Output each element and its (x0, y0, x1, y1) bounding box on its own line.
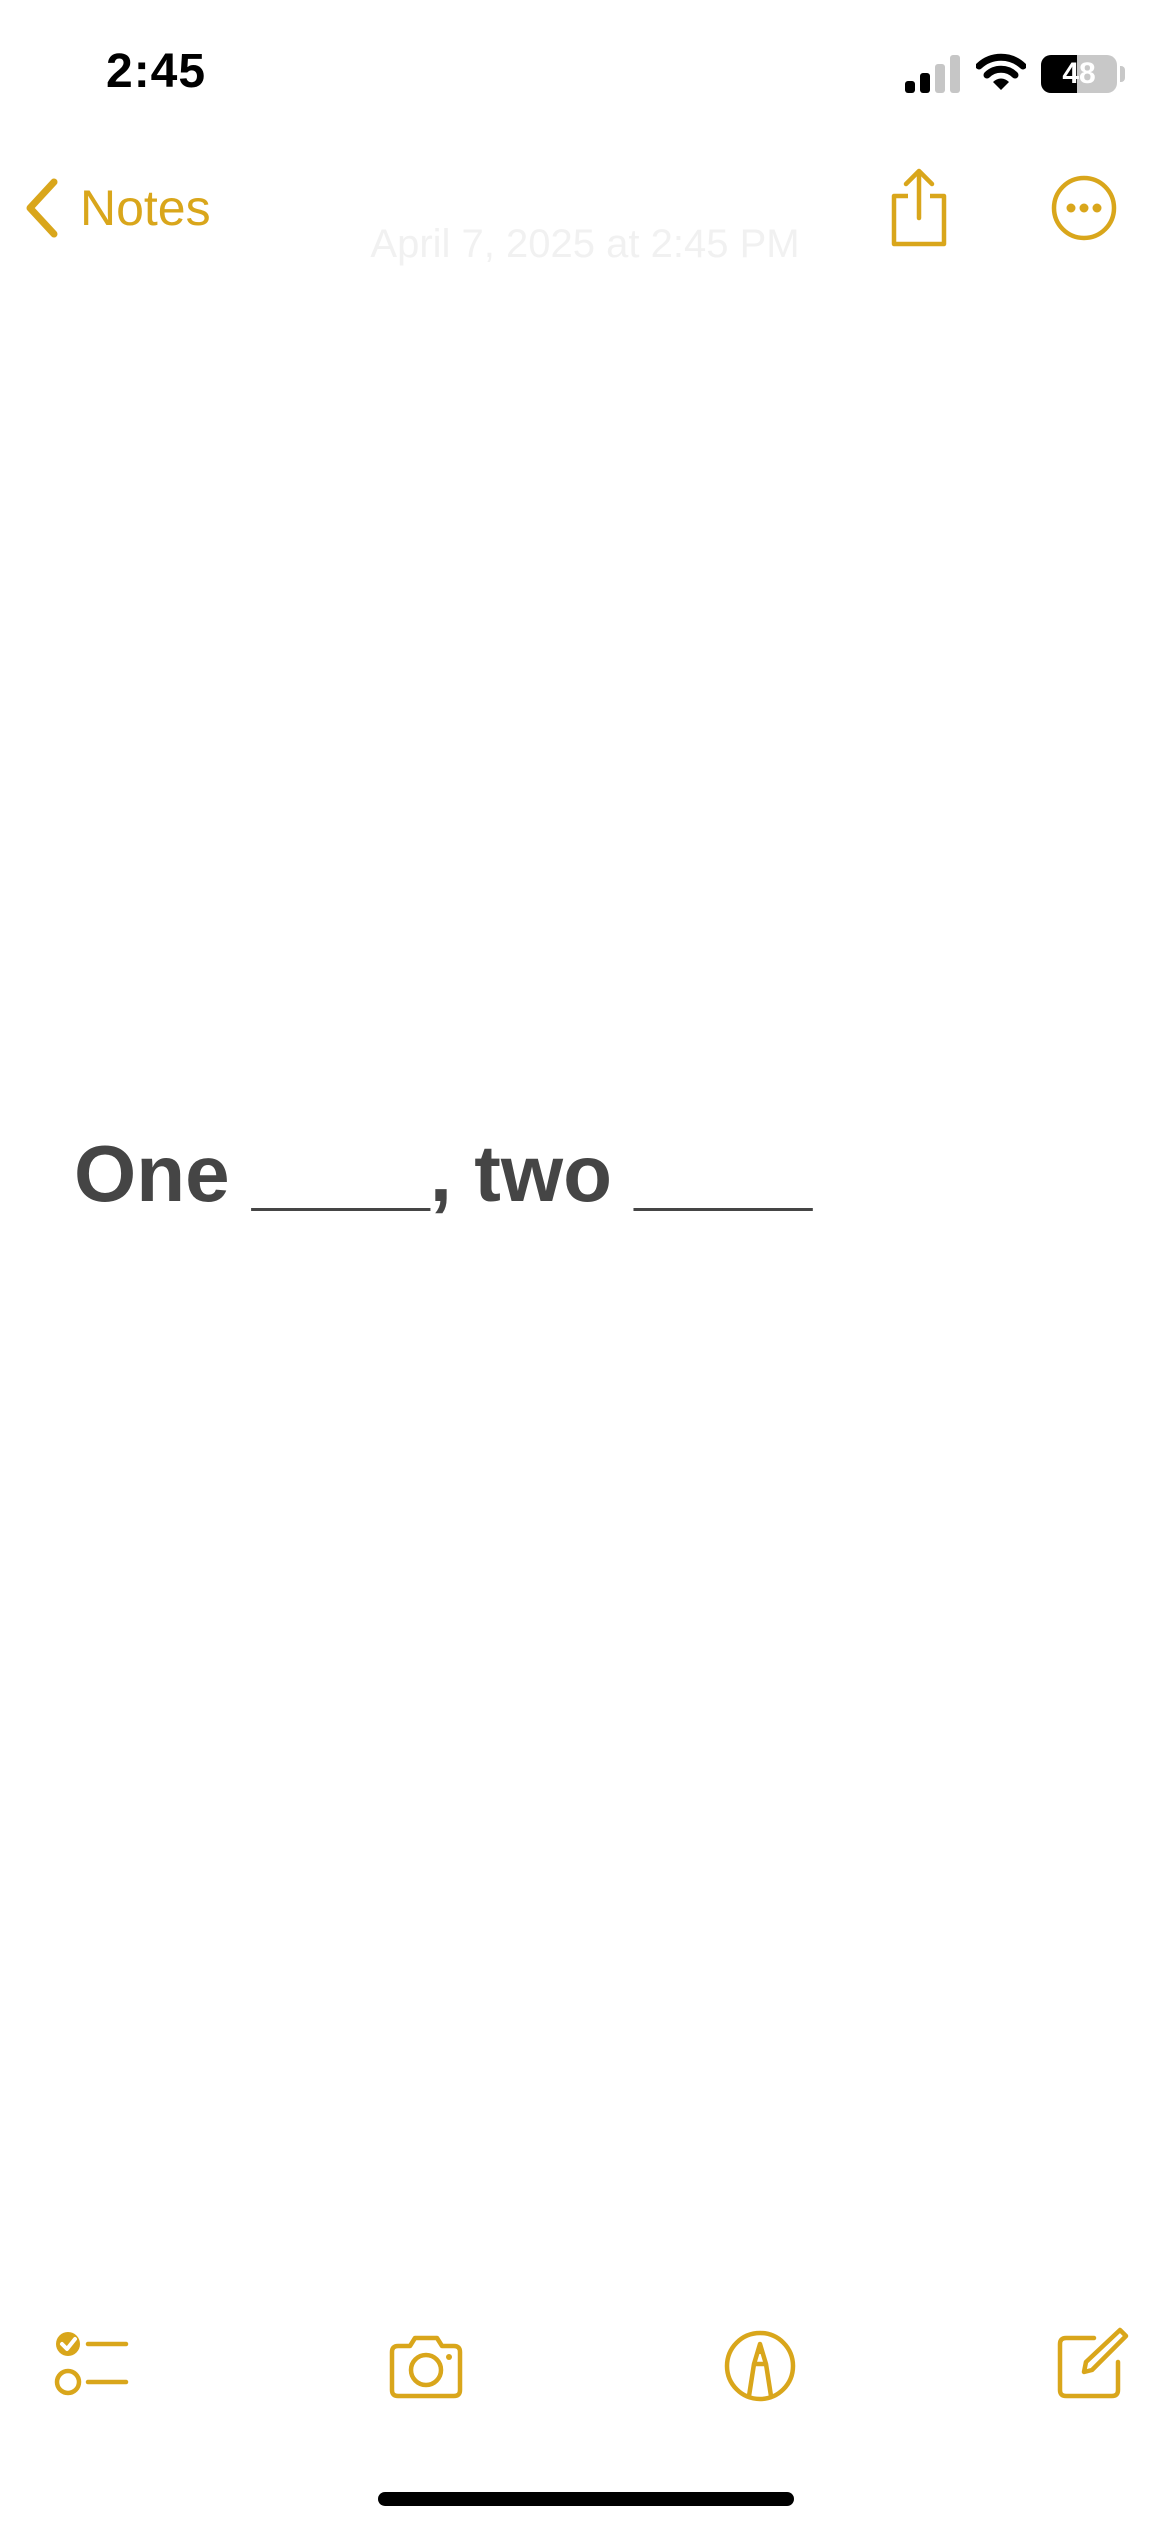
note-body-text[interactable]: One ____, two ____ (74, 1129, 813, 1218)
more-icon[interactable] (1050, 174, 1118, 242)
camera-icon[interactable] (386, 2326, 466, 2406)
share-icon[interactable] (888, 168, 950, 248)
home-indicator[interactable] (378, 2492, 794, 2506)
status-time: 2:45 (106, 45, 207, 98)
back-button[interactable]: Notes (24, 172, 211, 244)
battery-nub (1120, 66, 1125, 82)
back-button-label: Notes (80, 180, 211, 236)
compose-icon[interactable] (1050, 2326, 1130, 2406)
chevron-left-icon (26, 178, 58, 238)
signal-icon (905, 55, 960, 93)
wifi-icon (976, 53, 1026, 90)
note-date: April 7, 2025 at 2:45 PM (370, 222, 800, 266)
markup-icon[interactable] (720, 2326, 800, 2406)
battery-icon: 48 (1041, 55, 1117, 93)
battery-level: 48 (1062, 57, 1096, 90)
checklist-icon[interactable] (52, 2326, 132, 2406)
